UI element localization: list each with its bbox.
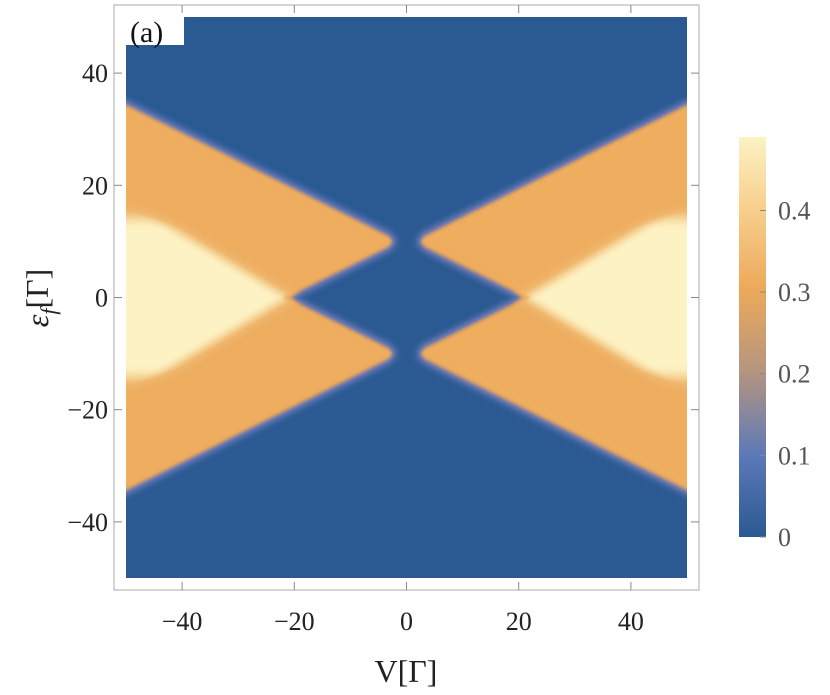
y-axis-title-main: ε — [19, 314, 55, 327]
x-tick-label: 20 — [506, 607, 532, 636]
y-tick-label: −40 — [67, 508, 108, 537]
colorbar-ticks: 0 0.1 0.2 0.3 0.4 — [760, 196, 811, 552]
x-tick-label: −20 — [274, 607, 315, 636]
y-tick-label: −20 — [67, 396, 108, 425]
heatmap-area — [126, 17, 687, 578]
colorbar-tick-label: 0.2 — [778, 360, 811, 389]
y-axis-title-tail: [Γ] — [19, 269, 55, 309]
colorbar — [739, 137, 766, 537]
y-axis-title-sub: f — [36, 306, 61, 315]
y-tick-label: 40 — [82, 59, 108, 88]
y-axis-ticks: 40 20 0 −20 −40 — [67, 59, 699, 537]
y-tick-label: 20 — [82, 171, 108, 200]
colorbar-tick-label: 0.1 — [778, 441, 811, 470]
y-tick-label: 0 — [95, 284, 108, 313]
colorbar-tick-label: 0.4 — [778, 196, 811, 225]
svg-text:εf[Γ]: εf[Γ] — [19, 269, 61, 328]
x-tick-label: −40 — [162, 607, 203, 636]
y-axis-title: εf[Γ] — [19, 269, 61, 328]
panel-label: (a) — [130, 16, 163, 49]
x-tick-label: 40 — [618, 607, 644, 636]
colorbar-tick-label: 0.3 — [778, 278, 811, 307]
x-tick-label: 0 — [400, 607, 413, 636]
x-axis-title: V[Γ] — [375, 653, 438, 689]
x-axis-ticks: −40 −20 0 20 40 — [162, 5, 644, 636]
heatmap-image — [126, 17, 687, 578]
panel-label-box — [126, 17, 184, 45]
colorbar-tick-label: 0 — [778, 523, 791, 552]
